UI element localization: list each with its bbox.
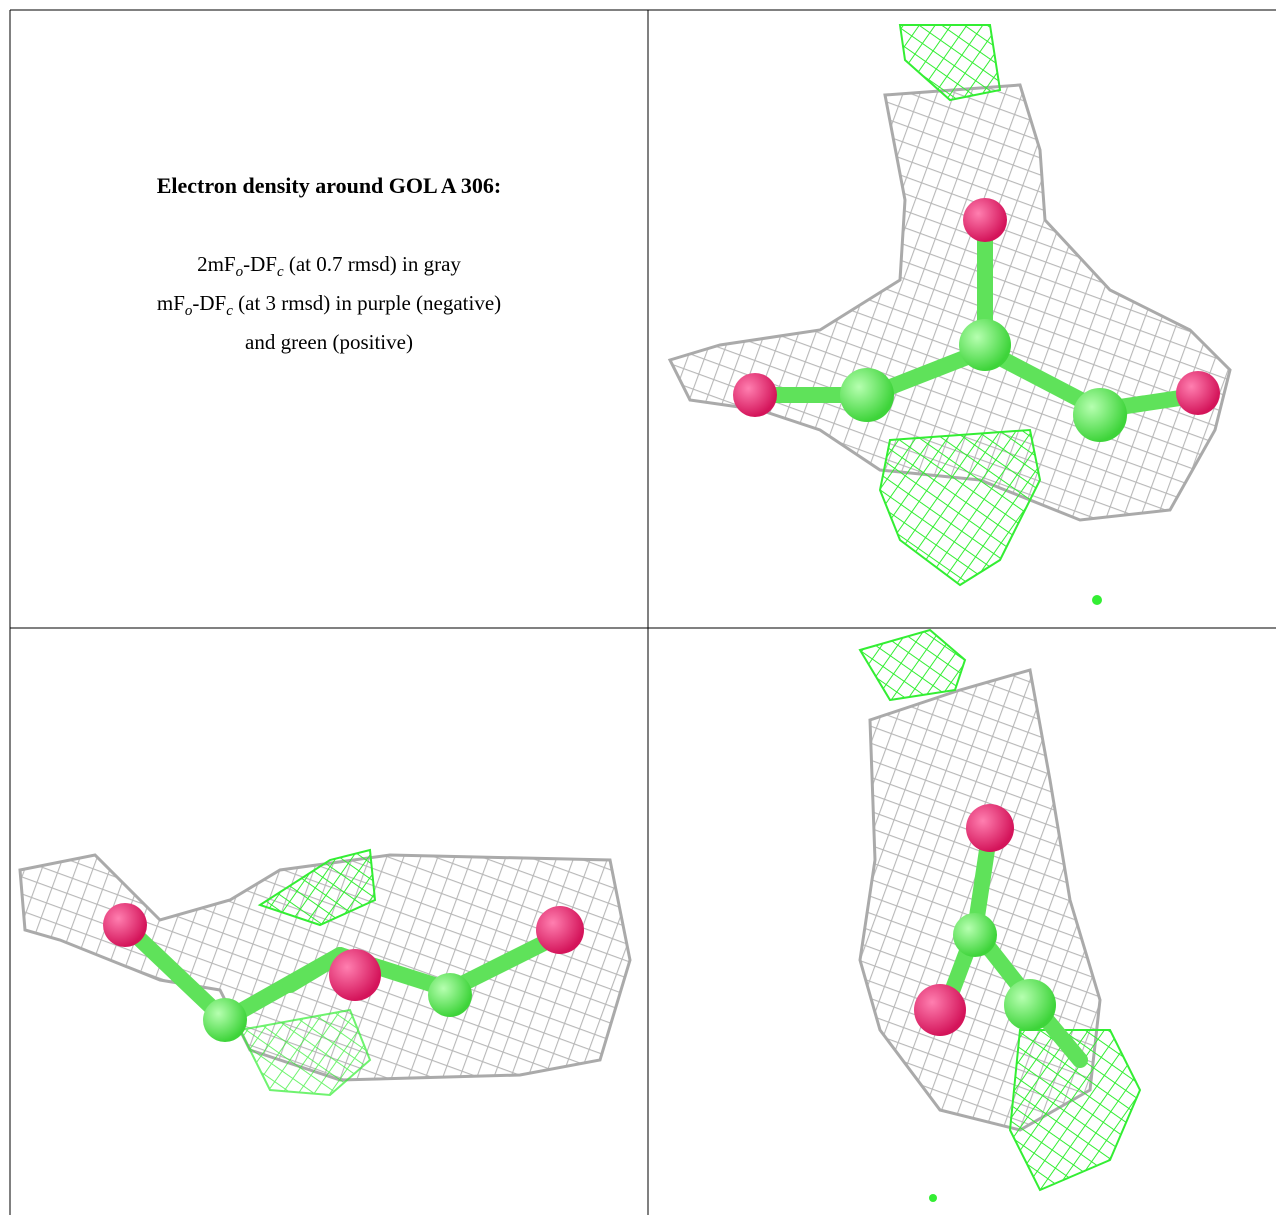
table-borders [9,9,1276,1215]
density-view-3 [858,628,1142,1202]
caption-lines: 2mFo-DFc (at 0.7 rmsd) in gray mFo-DFc (a… [11,251,647,355]
text-run: and green (positive) [245,330,413,355]
text-run: (at 3 rmsd) in purple (negative) [232,291,502,316]
caption-line: 2mFo-DFc (at 0.7 rmsd) in gray [11,251,647,285]
subscript: c [226,303,233,320]
density-view-2 [18,848,632,1097]
subscript: c [276,264,284,281]
density-view-1 [667,24,1232,605]
text-run: -DF [192,291,227,316]
subscript: o [184,303,193,320]
subscript: o [235,264,244,281]
caption-line: mFo-DFc (at 3 rmsd) in purple (negative) [11,290,647,324]
text-run: (at 0.7 rmsd) in gray [283,252,461,276]
caption-line: and green (positive) [11,329,647,355]
caption: Electron density around GOL A 306: 2mFo-… [11,11,647,360]
text-run: 2mF [197,252,236,276]
caption-title: Electron density around GOL A 306: [156,173,502,198]
text-run: mF [156,291,185,316]
text-run: -DF [243,252,277,276]
